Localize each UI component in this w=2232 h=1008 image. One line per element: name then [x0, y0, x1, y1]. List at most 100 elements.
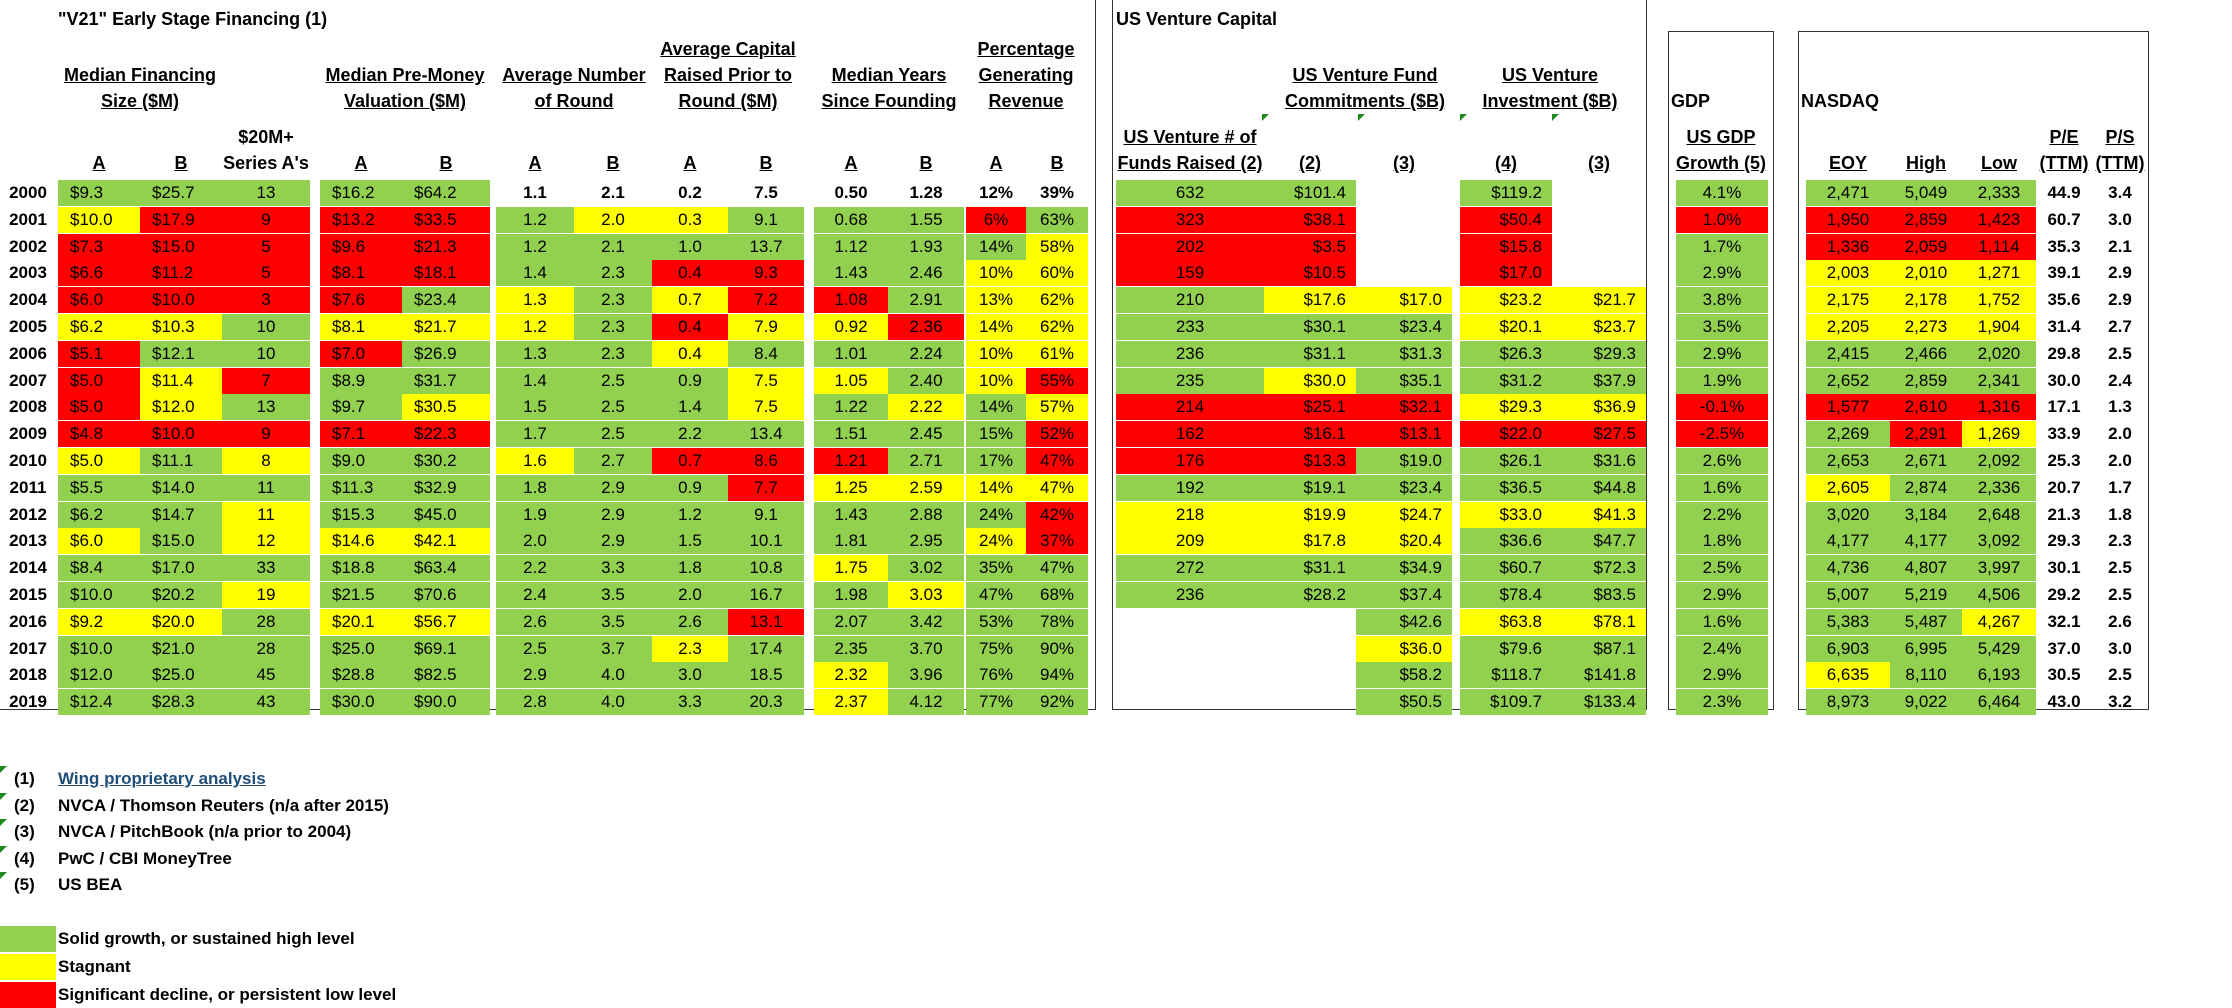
nasdaq-cell[interactable]: 2.0	[2108, 451, 2132, 470]
v21-cell[interactable]: 62%	[1026, 314, 1088, 340]
usvc-cell[interactable]: $10.5	[1264, 260, 1356, 286]
nasdaq-cell[interactable]: 5,219	[1890, 582, 1962, 608]
v21-cell[interactable]: 2.5	[574, 394, 652, 420]
usvc-cell[interactable]: 272	[1116, 555, 1264, 581]
usvc-cell[interactable]: $31.1	[1264, 555, 1356, 581]
v21-cell[interactable]: $33.5	[402, 207, 490, 233]
nasdaq-cell[interactable]: 33.9	[2047, 424, 2081, 443]
nasdaq-cell[interactable]: 39.1	[2047, 263, 2081, 282]
v21-cell[interactable]: 75%	[966, 636, 1026, 662]
nasdaq-cell[interactable]: 1,114	[1962, 234, 2036, 260]
usvc-cell[interactable]: $41.3	[1552, 502, 1646, 528]
nasdaq-cell[interactable]: 2,020	[1962, 341, 2036, 367]
nasdaq-cell[interactable]: 2,605	[1806, 475, 1890, 501]
usvc-cell[interactable]: $37.9	[1552, 368, 1646, 394]
v21-cell[interactable]: 2.5	[574, 368, 652, 394]
nasdaq-cell[interactable]: 1,271	[1962, 260, 2036, 286]
gdp-cell[interactable]: -0.1%	[1676, 394, 1768, 420]
nasdaq-cell[interactable]: 1,950	[1806, 207, 1890, 233]
v21-cell[interactable]: 1.05	[814, 368, 888, 394]
v21-cell[interactable]: 7.9	[728, 314, 804, 340]
v21-cell[interactable]: $5.5	[58, 475, 140, 501]
v21-cell[interactable]: 1.4	[496, 260, 574, 286]
usvc-cell[interactable]: $29.3	[1552, 341, 1646, 367]
v21-cell[interactable]: $10.0	[140, 287, 222, 313]
v21-cell[interactable]: 76%	[966, 662, 1026, 688]
v21-cell[interactable]: 24%	[966, 528, 1026, 554]
nasdaq-cell[interactable]: 6,464	[1962, 689, 2036, 715]
v21-cell[interactable]: 0.68	[814, 207, 888, 233]
nasdaq-cell[interactable]: 2,859	[1890, 368, 1962, 394]
v21-cell[interactable]: 7.2	[728, 287, 804, 313]
v21-cell[interactable]: 77%	[966, 689, 1026, 715]
nasdaq-cell[interactable]: 3,092	[1962, 528, 2036, 554]
v21-cell[interactable]: 3.5	[574, 609, 652, 635]
nasdaq-cell[interactable]: 1.8	[2108, 505, 2132, 524]
v21-cell[interactable]: 2.88	[888, 502, 964, 528]
v21-cell[interactable]: $9.3	[58, 180, 140, 206]
v21-cell[interactable]: 0.4	[652, 341, 728, 367]
v21-cell[interactable]: 13.1	[728, 609, 804, 635]
usvc-cell[interactable]	[1116, 662, 1264, 688]
usvc-cell[interactable]: 192	[1116, 475, 1264, 501]
nasdaq-cell[interactable]: 60.7	[2047, 210, 2081, 229]
v21-cell[interactable]: 47%	[966, 582, 1026, 608]
gdp-cell[interactable]: 2.5%	[1676, 555, 1768, 581]
v21-cell[interactable]: 0.7	[652, 287, 728, 313]
nasdaq-cell[interactable]: 6,995	[1890, 636, 1962, 662]
usvc-cell[interactable]: $58.2	[1356, 662, 1452, 688]
usvc-cell[interactable]: $31.1	[1264, 341, 1356, 367]
v21-cell[interactable]: 1.8	[496, 475, 574, 501]
v21-cell[interactable]: 7.7	[728, 475, 804, 501]
nasdaq-cell[interactable]: 5,383	[1806, 609, 1890, 635]
v21-cell[interactable]: $6.2	[58, 314, 140, 340]
v21-cell[interactable]: $7.1	[320, 421, 402, 447]
v21-cell[interactable]: $30.0	[320, 689, 402, 715]
v21-cell[interactable]: 2.37	[814, 689, 888, 715]
nasdaq-cell[interactable]: 2.5	[2108, 585, 2132, 604]
v21-cell[interactable]: 0.2	[678, 183, 702, 202]
v21-cell[interactable]: $8.1	[320, 314, 402, 340]
v21-cell[interactable]: $64.2	[402, 180, 490, 206]
v21-cell[interactable]: $18.1	[402, 260, 490, 286]
v21-cell[interactable]: 2.3	[574, 314, 652, 340]
v21-cell[interactable]: $10.0	[58, 636, 140, 662]
usvc-cell[interactable]: $35.1	[1356, 368, 1452, 394]
nasdaq-cell[interactable]: 2,205	[1806, 314, 1890, 340]
usvc-cell[interactable]: $79.6	[1460, 636, 1552, 662]
v21-cell[interactable]: 60%	[1026, 260, 1088, 286]
usvc-cell[interactable]: $15.8	[1460, 234, 1552, 260]
v21-cell[interactable]: 1.3	[496, 341, 574, 367]
v21-cell[interactable]: 1.08	[814, 287, 888, 313]
nasdaq-cell[interactable]: 4,177	[1890, 528, 1962, 554]
v21-cell[interactable]: 94%	[1026, 662, 1088, 688]
nasdaq-cell[interactable]: 35.3	[2047, 237, 2081, 256]
v21-cell[interactable]: 10%	[966, 260, 1026, 286]
v21-cell[interactable]: 58%	[1026, 234, 1088, 260]
v21-cell[interactable]: 11	[222, 502, 310, 528]
nasdaq-cell[interactable]: 4,506	[1962, 582, 2036, 608]
gdp-cell[interactable]: 2.4%	[1676, 636, 1768, 662]
v21-cell[interactable]: 2.9	[496, 662, 574, 688]
v21-cell[interactable]: $9.2	[58, 609, 140, 635]
nasdaq-cell[interactable]: 2,874	[1890, 475, 1962, 501]
usvc-cell[interactable]	[1116, 689, 1264, 715]
v21-cell[interactable]: $11.1	[140, 448, 222, 474]
v21-cell[interactable]: 1.2	[496, 234, 574, 260]
nasdaq-cell[interactable]: 2,859	[1890, 207, 1962, 233]
v21-cell[interactable]: 12	[222, 528, 310, 554]
usvc-cell[interactable]	[1264, 636, 1356, 662]
nasdaq-cell[interactable]: 2,175	[1806, 287, 1890, 313]
nasdaq-cell[interactable]: 43.0	[2047, 692, 2081, 711]
gdp-cell[interactable]: 1.0%	[1676, 207, 1768, 233]
v21-cell[interactable]: 47%	[1026, 555, 1088, 581]
v21-cell[interactable]: 5	[222, 234, 310, 260]
v21-cell[interactable]: 14%	[966, 475, 1026, 501]
v21-cell[interactable]: 4.12	[888, 689, 964, 715]
v21-cell[interactable]: 2.40	[888, 368, 964, 394]
nasdaq-cell[interactable]: 1,269	[1962, 421, 2036, 447]
v21-cell[interactable]: 3.70	[888, 636, 964, 662]
nasdaq-cell[interactable]: 3.2	[2108, 692, 2132, 711]
usvc-cell[interactable]: $3.5	[1264, 234, 1356, 260]
v21-cell[interactable]: 10	[222, 341, 310, 367]
